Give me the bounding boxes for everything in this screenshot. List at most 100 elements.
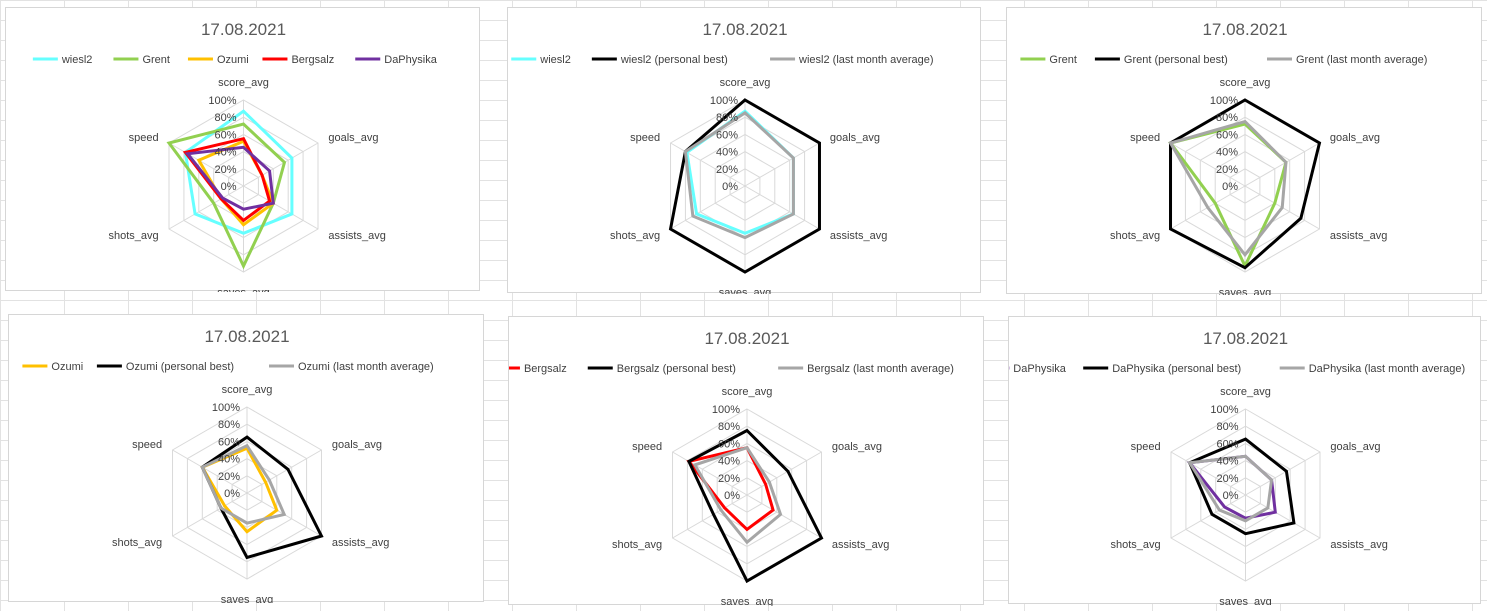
series-line-bergsalz-personal-best xyxy=(686,428,824,584)
axis-label-goals-avg: goals_avg xyxy=(1330,132,1380,144)
radar-chart-panel-6[interactable]: 17.08.2021 DaPhysika DaPhysika (personal b… xyxy=(1008,316,1481,605)
tick-label: 60% xyxy=(214,129,236,141)
axis-label-shots-avg: shots_avg xyxy=(112,537,162,549)
axis-label-assists-avg: assists_avg xyxy=(1330,230,1387,242)
radar-chart-panel-1[interactable]: 17.08.2021 wiesl2 Grent Ozumi Bergsalz DaPhys… xyxy=(5,7,480,292)
tick-label: 20% xyxy=(1216,473,1238,485)
axis-label-shots-avg: shots_avg xyxy=(108,230,158,242)
legend: wiesl2 wiesl2 (personal best) wiesl2 (last… xyxy=(511,54,934,66)
tick-label: 40% xyxy=(716,147,738,159)
legend-item-wiesl2: wiesl2 xyxy=(32,54,93,66)
grid-spoke xyxy=(744,142,820,187)
legend-item-wiesl2-personal-best: wiesl2 (personal best) xyxy=(591,54,728,66)
legend-item-grent: Grent xyxy=(1020,54,1077,66)
series-line-wiesl2 xyxy=(685,109,795,235)
axis-label-assists-avg: assists_avg xyxy=(1330,539,1387,551)
radar-grid xyxy=(1170,408,1321,582)
grid-spoke xyxy=(672,494,748,539)
tick-label: 40% xyxy=(218,454,240,466)
axis-label-score-avg: score_avg xyxy=(722,386,773,398)
grid-spoke xyxy=(746,451,822,496)
radar-chart-panel-3[interactable]: 17.08.2021 Grent Grent (personal best) Gren… xyxy=(1006,7,1482,295)
tick-label: 80% xyxy=(718,421,740,433)
axis-label-shots-avg: shots_avg xyxy=(1110,230,1160,242)
series-line-bergsalz-last-month-average xyxy=(692,445,783,545)
radar-chart-panel-2[interactable]: 17.08.2021 wiesl2 wiesl2 (personal best) wi… xyxy=(507,7,981,294)
legend-label: DaPhysika (personal best) xyxy=(1112,363,1241,375)
legend-item-daphysika: DaPhysika xyxy=(355,54,438,66)
legend-label: DaPhysika xyxy=(384,54,437,66)
grid-spoke xyxy=(172,492,248,537)
legend-label: wiesl2 (personal best) xyxy=(620,54,728,66)
legend-label: wiesl2 xyxy=(539,54,571,66)
tick-label: 100% xyxy=(712,404,740,416)
tick-label: 60% xyxy=(1216,438,1238,450)
legend-label: Bergsalz (personal best) xyxy=(617,363,736,375)
series-line-bergsalz xyxy=(182,136,272,223)
legend-item-grent: Grent xyxy=(113,54,170,66)
radar-chart-panel-4[interactable]: 17.08.2021 Ozumi Ozumi (personal best) Ozum… xyxy=(8,314,484,603)
axis-label-goals-avg: goals_avg xyxy=(332,439,382,451)
legend-label: Grent (last month average) xyxy=(1296,54,1427,66)
legend-label: wiesl2 (last month average) xyxy=(798,54,934,66)
series-line-ozumi-last-month-average xyxy=(200,443,287,525)
grid-spoke xyxy=(168,142,244,187)
legend: Ozumi Ozumi (personal best) Ozumi (last mo… xyxy=(22,361,434,373)
tick-label: 100% xyxy=(1210,95,1238,107)
chart-title: 17.08.2021 xyxy=(1203,329,1288,348)
series-line-grent xyxy=(166,122,287,270)
radar-chart-svg: 17.08.2021 Bergsalz Bergsalz (personal bes… xyxy=(509,329,954,606)
chart-title: 17.08.2021 xyxy=(204,327,289,346)
grid-spoke xyxy=(744,185,820,230)
axis-label-score-avg: score_avg xyxy=(218,77,269,89)
legend-item-bergsalz: Bergsalz xyxy=(509,363,567,375)
axis-label-score-avg: score_avg xyxy=(1220,77,1271,89)
tick-label: 0% xyxy=(1223,490,1239,502)
legend-label: DaPhysika (last month average) xyxy=(1309,363,1466,375)
grid-spoke xyxy=(243,185,319,230)
legend-label: DaPhysika xyxy=(1013,363,1066,375)
grid-spoke xyxy=(670,142,746,187)
tick-label: 20% xyxy=(1216,164,1238,176)
axis-label-score-avg: score_avg xyxy=(1220,386,1271,398)
tick-label: 60% xyxy=(1216,129,1238,141)
tick-label: 60% xyxy=(218,436,240,448)
axis-label-saves-avg: saves_avg xyxy=(1219,287,1272,295)
grid-spoke xyxy=(1170,494,1246,539)
axis-label-assists-avg: assists_avg xyxy=(332,537,389,549)
grid-spoke xyxy=(1170,142,1246,187)
tick-label: 40% xyxy=(1216,456,1238,468)
chart-title: 17.08.2021 xyxy=(201,20,286,39)
radar-chart-svg: 17.08.2021 DaPhysika DaPhysika (personal b… xyxy=(1009,329,1466,605)
tick-label: 0% xyxy=(224,488,240,500)
legend: wiesl2 Grent Ozumi Bergsalz DaPhysika xyxy=(32,54,438,66)
series-line-grent-last-month-average xyxy=(1168,119,1288,258)
axis-label-assists-avg: assists_avg xyxy=(832,539,889,551)
tick-label: 80% xyxy=(1216,421,1238,433)
axis-label-assists-avg: assists_avg xyxy=(328,230,385,242)
axis-label-goals-avg: goals_avg xyxy=(832,441,882,453)
legend: Grent Grent (personal best) Grent (last mo… xyxy=(1020,54,1427,66)
axis-label-goals-avg: goals_avg xyxy=(1330,441,1380,453)
legend-label: Bergsalz (last month average) xyxy=(807,363,954,375)
legend-item-ozumi-last-month-average: Ozumi (last month average) xyxy=(269,361,434,373)
axis-label-saves-avg: saves_avg xyxy=(719,287,772,294)
axis-label-speed: speed xyxy=(132,439,162,451)
tick-label: 40% xyxy=(718,456,740,468)
chart-title: 17.08.2021 xyxy=(1202,20,1287,39)
radar-chart-panel-5[interactable]: 17.08.2021 Bergsalz Bergsalz (personal bes… xyxy=(508,316,984,606)
series-line-wiesl2-last-month-average xyxy=(683,111,795,240)
tick-label: 20% xyxy=(718,473,740,485)
axis-label-shots-avg: shots_avg xyxy=(610,230,660,242)
tick-label: 0% xyxy=(724,490,740,502)
tick-label: 20% xyxy=(214,164,236,176)
legend-label: wiesl2 xyxy=(61,54,93,66)
grid-spoke xyxy=(1170,451,1246,496)
legend-label: Ozumi xyxy=(217,54,249,66)
grid-spoke xyxy=(1245,494,1321,539)
radar-chart-svg: 17.08.2021 Grent Grent (personal best) Gren… xyxy=(1020,20,1427,295)
legend-item-bergsalz-last-month-average: Bergsalz (last month average) xyxy=(778,363,954,375)
tick-label: 40% xyxy=(214,147,236,159)
chart-title: 17.08.2021 xyxy=(702,20,787,39)
axis-label-assists-avg: assists_avg xyxy=(830,230,887,242)
